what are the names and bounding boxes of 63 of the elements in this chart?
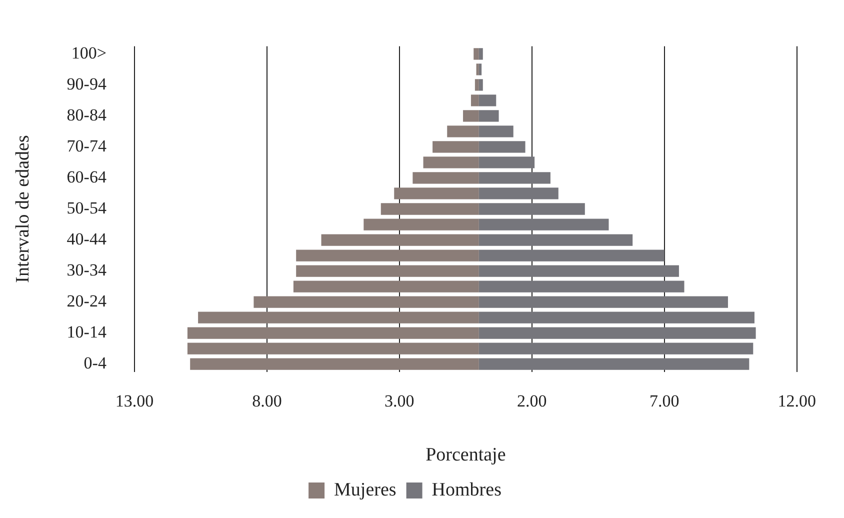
- bar: [198, 312, 479, 324]
- legend-label: Mujeres: [334, 479, 396, 500]
- bar: [432, 141, 479, 153]
- bar: [254, 296, 479, 308]
- bar: [476, 64, 479, 76]
- y-tick-label: 90-94: [66, 74, 107, 94]
- y-tick-label: 20-24: [66, 291, 107, 310]
- y-tick-label: 10-14: [66, 322, 107, 342]
- bar: [478, 342, 754, 354]
- bar: [474, 48, 479, 60]
- x-tick-label: 3.00: [384, 391, 414, 410]
- bar: [478, 265, 679, 277]
- bar: [478, 203, 585, 215]
- y-tick-label: 50-54: [66, 198, 107, 218]
- bar: [478, 64, 482, 76]
- bar: [478, 156, 535, 168]
- y-tick-label: 40-44: [66, 229, 107, 248]
- bar: [478, 188, 558, 200]
- bar: [478, 218, 609, 230]
- bar: [478, 234, 633, 246]
- y-axis-title: Intervalo de edades: [12, 135, 34, 283]
- bar: [447, 126, 479, 138]
- bar: [478, 141, 526, 153]
- bar: [412, 172, 479, 184]
- x-tick-label: 13.00: [115, 391, 154, 410]
- y-tick-label: 80-84: [66, 105, 107, 124]
- y-tick-label: 0-4: [84, 354, 107, 373]
- bar: [478, 79, 483, 91]
- bar: [478, 126, 514, 138]
- bar: [478, 296, 728, 308]
- bar: [478, 358, 750, 370]
- bar: [478, 327, 756, 339]
- bar: [478, 250, 664, 262]
- bar: [478, 172, 550, 184]
- x-tick-label: 12.00: [778, 391, 816, 410]
- bar: [394, 188, 479, 200]
- bar: [478, 110, 499, 122]
- x-tick-label: 8.00: [252, 391, 282, 410]
- bar: [293, 280, 479, 292]
- bar: [423, 156, 479, 168]
- bar: [364, 218, 479, 230]
- bar: [478, 94, 496, 106]
- bar: [474, 79, 479, 91]
- bar: [321, 234, 479, 246]
- bar: [187, 342, 479, 354]
- bar: [380, 203, 479, 215]
- y-tick-label: 70-74: [66, 136, 107, 156]
- bar: [478, 48, 483, 60]
- x-tick-label: 7.00: [650, 391, 680, 410]
- bar: [478, 312, 754, 324]
- bar: [296, 250, 479, 262]
- y-tick-label: 30-34: [66, 260, 107, 280]
- y-tick-label: 60-64: [66, 167, 107, 186]
- bar: [187, 327, 479, 339]
- bar: [463, 110, 479, 122]
- x-tick-label: 2.00: [517, 391, 547, 410]
- bar: [190, 358, 479, 370]
- x-axis-title: Porcentaje: [426, 444, 506, 466]
- bar: [296, 265, 479, 277]
- y-tick-label: 100>: [71, 43, 106, 62]
- bar: [470, 94, 479, 106]
- bar: [478, 280, 684, 292]
- legend-label: Hombres: [432, 479, 502, 500]
